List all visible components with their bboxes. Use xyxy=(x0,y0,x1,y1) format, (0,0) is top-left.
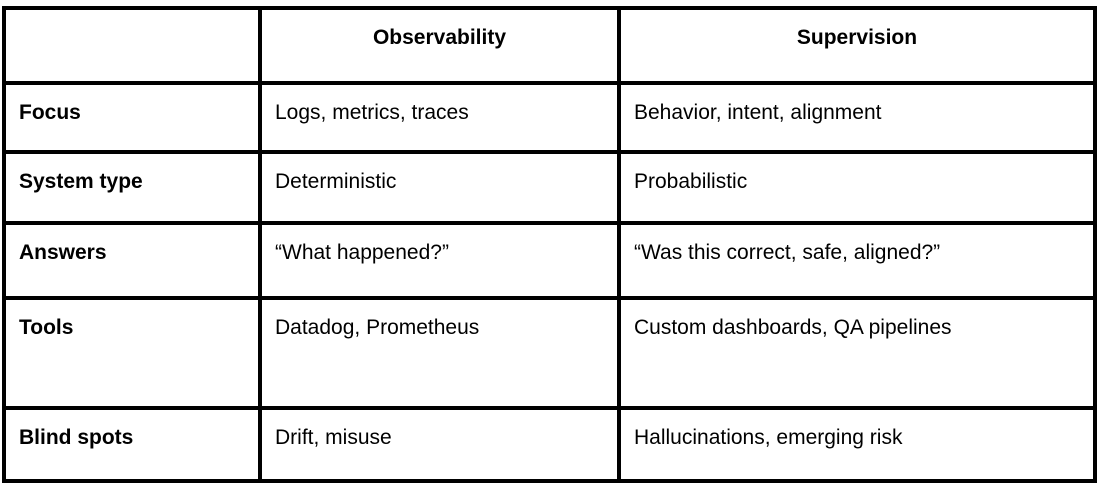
table-row-system-type: System type Deterministic Probabilistic xyxy=(2,150,1097,225)
row-label-focus: Focus xyxy=(2,81,262,154)
row-label-answers: Answers xyxy=(2,221,262,300)
row-label-blind-spots: Blind spots xyxy=(2,406,262,483)
cell-focus-supervision: Behavior, intent, alignment xyxy=(617,81,1097,154)
cell-tools-observability: Datadog, Prometheus xyxy=(258,296,621,410)
column-header-observability: Observability xyxy=(258,6,621,85)
table-row-tools: Tools Datadog, Prometheus Custom dashboa… xyxy=(2,296,1097,410)
row-label-tools: Tools xyxy=(2,296,262,410)
cell-answers-supervision: “Was this correct, safe, aligned?” xyxy=(617,221,1097,300)
cell-focus-observability: Logs, metrics, traces xyxy=(258,81,621,154)
cell-tools-supervision: Custom dashboards, QA pipelines xyxy=(617,296,1097,410)
column-header-supervision: Supervision xyxy=(617,6,1097,85)
cell-blind-spots-observability: Drift, misuse xyxy=(258,406,621,483)
comparison-table: Observability Supervision Focus Logs, me… xyxy=(2,6,1097,483)
table-row-answers: Answers “What happened?” “Was this corre… xyxy=(2,221,1097,300)
corner-cell xyxy=(2,6,262,85)
cell-system-type-observability: Deterministic xyxy=(258,150,621,225)
table-row-focus: Focus Logs, metrics, traces Behavior, in… xyxy=(2,81,1097,154)
row-label-system-type: System type xyxy=(2,150,262,225)
cell-system-type-supervision: Probabilistic xyxy=(617,150,1097,225)
cell-answers-observability: “What happened?” xyxy=(258,221,621,300)
table-row-blind-spots: Blind spots Drift, misuse Hallucinations… xyxy=(2,406,1097,483)
cell-blind-spots-supervision: Hallucinations, emerging risk xyxy=(617,406,1097,483)
header-row: Observability Supervision xyxy=(2,6,1097,85)
